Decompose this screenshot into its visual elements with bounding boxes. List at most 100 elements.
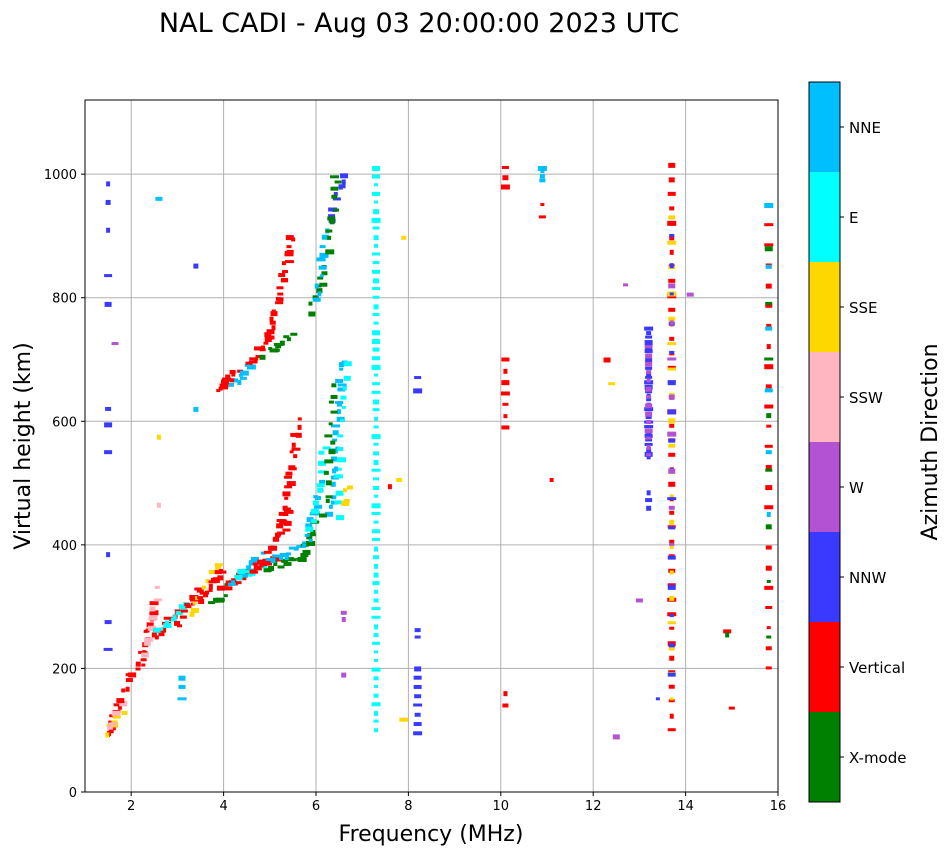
echo-mark <box>333 474 343 479</box>
x-tick-label: 8 <box>404 799 412 814</box>
echo-mark <box>765 326 773 331</box>
echo-mark <box>644 425 654 429</box>
echo-mark <box>667 555 676 560</box>
echo-mark <box>291 442 296 448</box>
echo-mark <box>164 620 169 626</box>
echo-mark <box>373 460 379 466</box>
echo-mark <box>105 199 111 205</box>
echo-mark <box>286 507 291 513</box>
echo-mark <box>106 552 111 558</box>
echo-mark <box>308 311 316 317</box>
echo-mark <box>646 331 652 336</box>
echo-mark <box>374 494 379 498</box>
echo-mark <box>387 484 392 490</box>
echo-mark <box>297 424 302 430</box>
echo-mark <box>310 519 317 524</box>
echo-mark <box>341 617 346 622</box>
echo-mark <box>106 724 113 728</box>
echo-mark <box>290 332 298 336</box>
echo-mark <box>276 531 285 535</box>
echo-mark <box>372 347 380 352</box>
echo-mark <box>373 572 379 578</box>
echo-mark <box>503 691 508 697</box>
echo-mark <box>667 220 677 226</box>
echo-mark <box>646 505 652 511</box>
echo-mark <box>340 395 347 400</box>
echo-mark <box>178 604 187 610</box>
echo-mark <box>413 722 422 727</box>
echo-mark <box>686 292 694 297</box>
echo-mark <box>215 565 222 571</box>
echo-mark <box>246 364 256 370</box>
echo-mark <box>372 174 381 179</box>
echo-mark <box>646 490 651 496</box>
echo-mark <box>330 410 338 414</box>
colorbar-category-label: W <box>849 479 864 497</box>
echo-mark <box>646 453 652 457</box>
echo-mark <box>667 728 676 732</box>
echo-mark <box>373 209 380 215</box>
echo-mark <box>282 528 291 532</box>
echo-mark <box>669 336 675 341</box>
echo-mark <box>503 414 508 419</box>
echo-mark <box>289 450 294 454</box>
x-tick-label: 2 <box>127 799 135 814</box>
echo-mark <box>305 523 313 528</box>
echo-mark <box>106 181 111 187</box>
echo-mark <box>208 601 216 605</box>
echo-mark <box>158 627 164 631</box>
echo-mark <box>302 549 311 555</box>
echo-mark <box>764 357 774 361</box>
echo-mark <box>325 511 334 517</box>
echo-mark <box>765 450 772 455</box>
echo-mark <box>337 434 344 438</box>
echo-mark <box>646 456 651 460</box>
echo-mark <box>154 585 160 589</box>
echo-mark <box>284 253 294 257</box>
echo-mark <box>765 605 773 609</box>
echo-mark <box>288 465 296 471</box>
echo-mark <box>334 466 339 472</box>
echo-mark <box>669 233 675 237</box>
echo-mark <box>340 610 347 615</box>
echo-mark <box>764 388 773 393</box>
echo-mark <box>668 646 675 651</box>
echo-mark <box>337 387 346 392</box>
echo-mark <box>297 417 302 421</box>
echo-mark <box>764 246 773 252</box>
echo-mark <box>197 596 204 600</box>
echo-mark <box>308 301 313 306</box>
echo-mark <box>374 659 379 663</box>
echo-mark <box>156 502 161 508</box>
echo-mark <box>668 468 676 474</box>
echo-mark <box>765 565 772 571</box>
echo-mark <box>249 569 257 574</box>
echo-mark <box>317 460 326 466</box>
colorbar-label: Azimuth Direction <box>918 343 943 540</box>
echo-mark <box>225 374 231 380</box>
echo-mark <box>228 382 234 387</box>
echo-mark <box>669 423 675 428</box>
echo-mark <box>248 571 253 577</box>
echo-mark <box>158 632 165 637</box>
y-tick-label: 0 <box>69 786 77 801</box>
echo-mark <box>374 243 379 248</box>
echo-mark <box>399 717 409 722</box>
echo-mark <box>280 278 288 283</box>
echo-mark <box>337 467 342 471</box>
echo-mark <box>148 615 158 621</box>
echo-mark <box>374 728 379 733</box>
echo-mark <box>644 326 654 331</box>
echo-mark <box>371 434 381 440</box>
echo-mark <box>766 626 771 630</box>
colorbar-category-label: SSE <box>849 299 878 317</box>
echo-mark <box>141 652 150 658</box>
x-tick-label: 14 <box>677 799 694 814</box>
echo-mark <box>286 245 292 249</box>
echo-mark <box>336 409 341 415</box>
echo-mark <box>765 264 772 269</box>
echo-mark <box>668 307 676 312</box>
echo-mark <box>193 406 199 412</box>
echo-mark <box>645 361 653 367</box>
echo-mark <box>296 545 304 549</box>
